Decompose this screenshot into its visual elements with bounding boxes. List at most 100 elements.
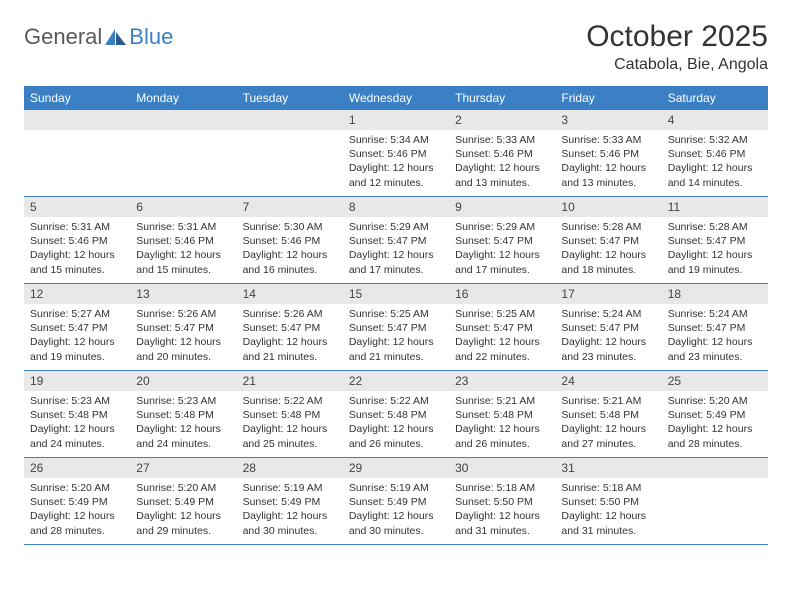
- day-content: Sunrise: 5:18 AMSunset: 5:50 PMDaylight:…: [449, 478, 555, 543]
- day-cell: 5Sunrise: 5:31 AMSunset: 5:46 PMDaylight…: [24, 197, 130, 283]
- day-cell: 10Sunrise: 5:28 AMSunset: 5:47 PMDayligh…: [555, 197, 661, 283]
- title-block: October 2025 Catabola, Bie, Angola: [586, 20, 768, 74]
- day-number: 17: [555, 284, 661, 304]
- logo-sail-icon: [105, 29, 127, 45]
- empty-day-number: [130, 110, 236, 130]
- day-number: 4: [662, 110, 768, 130]
- day-content: Sunrise: 5:18 AMSunset: 5:50 PMDaylight:…: [555, 478, 661, 543]
- day-number: 29: [343, 458, 449, 478]
- day-header: Monday: [130, 86, 236, 110]
- day-number: 28: [237, 458, 343, 478]
- day-header: Tuesday: [237, 86, 343, 110]
- day-cell: 24Sunrise: 5:21 AMSunset: 5:48 PMDayligh…: [555, 371, 661, 457]
- day-cell: 17Sunrise: 5:24 AMSunset: 5:47 PMDayligh…: [555, 284, 661, 370]
- day-number: 30: [449, 458, 555, 478]
- day-cell: 7Sunrise: 5:30 AMSunset: 5:46 PMDaylight…: [237, 197, 343, 283]
- day-number: 26: [24, 458, 130, 478]
- day-content: Sunrise: 5:21 AMSunset: 5:48 PMDaylight:…: [449, 391, 555, 456]
- day-cell: 4Sunrise: 5:32 AMSunset: 5:46 PMDaylight…: [662, 110, 768, 196]
- day-content: Sunrise: 5:20 AMSunset: 5:49 PMDaylight:…: [662, 391, 768, 456]
- day-content: Sunrise: 5:32 AMSunset: 5:46 PMDaylight:…: [662, 130, 768, 195]
- weeks-container: 1Sunrise: 5:34 AMSunset: 5:46 PMDaylight…: [24, 110, 768, 545]
- day-header: Friday: [555, 86, 661, 110]
- header: General Blue October 2025 Catabola, Bie,…: [24, 20, 768, 74]
- day-cell: 18Sunrise: 5:24 AMSunset: 5:47 PMDayligh…: [662, 284, 768, 370]
- day-number: 18: [662, 284, 768, 304]
- day-content: Sunrise: 5:26 AMSunset: 5:47 PMDaylight:…: [130, 304, 236, 369]
- day-cell: 3Sunrise: 5:33 AMSunset: 5:46 PMDaylight…: [555, 110, 661, 196]
- day-cell: 12Sunrise: 5:27 AMSunset: 5:47 PMDayligh…: [24, 284, 130, 370]
- day-cell: 13Sunrise: 5:26 AMSunset: 5:47 PMDayligh…: [130, 284, 236, 370]
- day-number: 20: [130, 371, 236, 391]
- day-header: Thursday: [449, 86, 555, 110]
- day-cell: 6Sunrise: 5:31 AMSunset: 5:46 PMDaylight…: [130, 197, 236, 283]
- day-header: Wednesday: [343, 86, 449, 110]
- day-cell: [237, 110, 343, 196]
- week-row: 1Sunrise: 5:34 AMSunset: 5:46 PMDaylight…: [24, 110, 768, 197]
- day-content: Sunrise: 5:23 AMSunset: 5:48 PMDaylight:…: [24, 391, 130, 456]
- day-content: Sunrise: 5:24 AMSunset: 5:47 PMDaylight:…: [555, 304, 661, 369]
- day-cell: 20Sunrise: 5:23 AMSunset: 5:48 PMDayligh…: [130, 371, 236, 457]
- day-cell: 21Sunrise: 5:22 AMSunset: 5:48 PMDayligh…: [237, 371, 343, 457]
- empty-day-number: [24, 110, 130, 130]
- day-cell: 1Sunrise: 5:34 AMSunset: 5:46 PMDaylight…: [343, 110, 449, 196]
- day-cell: 15Sunrise: 5:25 AMSunset: 5:47 PMDayligh…: [343, 284, 449, 370]
- day-cell: 19Sunrise: 5:23 AMSunset: 5:48 PMDayligh…: [24, 371, 130, 457]
- day-number: 21: [237, 371, 343, 391]
- day-content: Sunrise: 5:19 AMSunset: 5:49 PMDaylight:…: [343, 478, 449, 543]
- day-number: 19: [24, 371, 130, 391]
- day-cell: 26Sunrise: 5:20 AMSunset: 5:49 PMDayligh…: [24, 458, 130, 544]
- day-content: Sunrise: 5:28 AMSunset: 5:47 PMDaylight:…: [662, 217, 768, 282]
- day-cell: 14Sunrise: 5:26 AMSunset: 5:47 PMDayligh…: [237, 284, 343, 370]
- day-cell: 22Sunrise: 5:22 AMSunset: 5:48 PMDayligh…: [343, 371, 449, 457]
- day-cell: 11Sunrise: 5:28 AMSunset: 5:47 PMDayligh…: [662, 197, 768, 283]
- day-number: 23: [449, 371, 555, 391]
- day-content: Sunrise: 5:21 AMSunset: 5:48 PMDaylight:…: [555, 391, 661, 456]
- day-cell: 23Sunrise: 5:21 AMSunset: 5:48 PMDayligh…: [449, 371, 555, 457]
- day-number: 24: [555, 371, 661, 391]
- day-cell: 28Sunrise: 5:19 AMSunset: 5:49 PMDayligh…: [237, 458, 343, 544]
- day-content: Sunrise: 5:25 AMSunset: 5:47 PMDaylight:…: [449, 304, 555, 369]
- day-content: Sunrise: 5:25 AMSunset: 5:47 PMDaylight:…: [343, 304, 449, 369]
- day-content: Sunrise: 5:23 AMSunset: 5:48 PMDaylight:…: [130, 391, 236, 456]
- day-cell: 8Sunrise: 5:29 AMSunset: 5:47 PMDaylight…: [343, 197, 449, 283]
- day-number: 14: [237, 284, 343, 304]
- day-content: Sunrise: 5:30 AMSunset: 5:46 PMDaylight:…: [237, 217, 343, 282]
- logo-text-general: General: [24, 24, 102, 50]
- day-number: 9: [449, 197, 555, 217]
- day-cell: 9Sunrise: 5:29 AMSunset: 5:47 PMDaylight…: [449, 197, 555, 283]
- day-number: 1: [343, 110, 449, 130]
- day-cell: 30Sunrise: 5:18 AMSunset: 5:50 PMDayligh…: [449, 458, 555, 544]
- day-content: Sunrise: 5:31 AMSunset: 5:46 PMDaylight:…: [24, 217, 130, 282]
- logo-text-blue: Blue: [129, 24, 173, 50]
- day-cell: 25Sunrise: 5:20 AMSunset: 5:49 PMDayligh…: [662, 371, 768, 457]
- day-number: 5: [24, 197, 130, 217]
- empty-day-number: [237, 110, 343, 130]
- day-content: Sunrise: 5:22 AMSunset: 5:48 PMDaylight:…: [237, 391, 343, 456]
- day-number: 2: [449, 110, 555, 130]
- day-cell: [130, 110, 236, 196]
- day-content: Sunrise: 5:20 AMSunset: 5:49 PMDaylight:…: [24, 478, 130, 543]
- day-number: 7: [237, 197, 343, 217]
- day-header: Sunday: [24, 86, 130, 110]
- day-number: 6: [130, 197, 236, 217]
- day-content: Sunrise: 5:28 AMSunset: 5:47 PMDaylight:…: [555, 217, 661, 282]
- day-content: Sunrise: 5:19 AMSunset: 5:49 PMDaylight:…: [237, 478, 343, 543]
- day-cell: [662, 458, 768, 544]
- day-content: Sunrise: 5:20 AMSunset: 5:49 PMDaylight:…: [130, 478, 236, 543]
- day-content: Sunrise: 5:33 AMSunset: 5:46 PMDaylight:…: [555, 130, 661, 195]
- day-number: 15: [343, 284, 449, 304]
- logo: General Blue: [24, 24, 173, 50]
- day-number: 8: [343, 197, 449, 217]
- day-cell: 16Sunrise: 5:25 AMSunset: 5:47 PMDayligh…: [449, 284, 555, 370]
- day-number: 22: [343, 371, 449, 391]
- day-number: 11: [662, 197, 768, 217]
- day-content: Sunrise: 5:24 AMSunset: 5:47 PMDaylight:…: [662, 304, 768, 369]
- day-content: Sunrise: 5:22 AMSunset: 5:48 PMDaylight:…: [343, 391, 449, 456]
- day-cell: 27Sunrise: 5:20 AMSunset: 5:49 PMDayligh…: [130, 458, 236, 544]
- day-number: 25: [662, 371, 768, 391]
- month-title: October 2025: [586, 20, 768, 54]
- day-content: Sunrise: 5:29 AMSunset: 5:47 PMDaylight:…: [449, 217, 555, 282]
- day-content: Sunrise: 5:33 AMSunset: 5:46 PMDaylight:…: [449, 130, 555, 195]
- day-content: Sunrise: 5:26 AMSunset: 5:47 PMDaylight:…: [237, 304, 343, 369]
